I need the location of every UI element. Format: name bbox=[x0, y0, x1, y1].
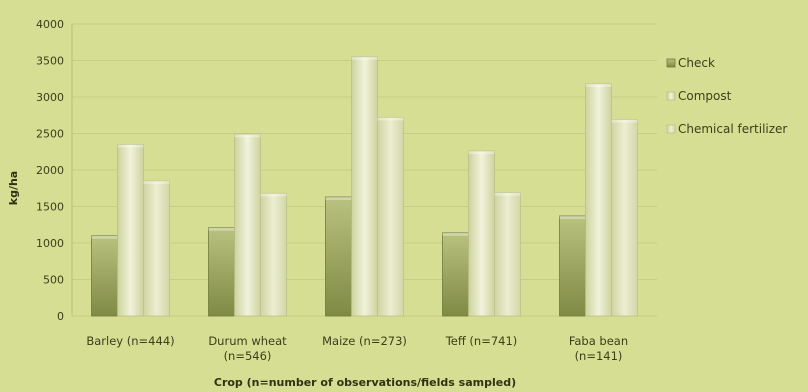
bar-compost bbox=[117, 144, 144, 317]
legend: Check Compost Chemical fertilizer bbox=[666, 56, 787, 136]
bar-compost bbox=[468, 150, 495, 317]
y-tick-label: 1000 bbox=[36, 237, 64, 250]
bar-highlight bbox=[468, 151, 495, 155]
x-category-label: Maize (n=273) bbox=[322, 334, 407, 348]
y-tick-label: 4000 bbox=[36, 18, 64, 31]
x-axis-title: Crop (n=number of observations/fields sa… bbox=[214, 376, 516, 389]
bar-chemical-fertilizer bbox=[494, 192, 521, 317]
legend-label: Compost bbox=[678, 89, 732, 103]
bars bbox=[91, 56, 638, 317]
bar-highlight bbox=[494, 192, 521, 196]
bar-highlight bbox=[351, 56, 378, 60]
x-category-label: Durum wheat (n=546) bbox=[208, 334, 287, 363]
bar-highlight bbox=[442, 232, 469, 236]
bar-highlight bbox=[260, 193, 287, 197]
y-axis-title: kg/ha bbox=[7, 171, 20, 205]
x-category-label: Barley (n=444) bbox=[86, 334, 174, 348]
bar-compost bbox=[351, 56, 378, 317]
bar-highlight bbox=[208, 227, 235, 231]
bar-check bbox=[91, 235, 118, 317]
bar-highlight bbox=[117, 144, 144, 148]
x-category-label: Faba bean (n=141) bbox=[569, 334, 628, 363]
legend-swatch-check bbox=[666, 58, 676, 68]
y-tick-label: 3000 bbox=[36, 91, 64, 104]
legend-label: Check bbox=[678, 56, 715, 70]
x-axis-categories: Barley (n=444) Durum wheat (n=546) Maize (n… bbox=[86, 334, 628, 363]
bar-highlight bbox=[585, 83, 612, 87]
legend-swatch-chemical-fertilizer bbox=[666, 124, 676, 134]
bar-highlight bbox=[611, 119, 638, 123]
bar-chemical-fertilizer bbox=[377, 117, 404, 317]
y-tick-label: 0 bbox=[57, 310, 64, 323]
y-axis-ticks: 0 500 1000 1500 2000 2500 3000 3500 4000 bbox=[36, 18, 64, 323]
bar-check bbox=[442, 232, 469, 317]
bar-compost bbox=[234, 133, 261, 317]
bar-chemical-fertilizer bbox=[611, 119, 638, 317]
bar-highlight bbox=[377, 117, 404, 121]
bar-chemical-fertilizer bbox=[260, 192, 287, 317]
bar-check bbox=[325, 196, 352, 317]
x-category-label: Teff (n=741) bbox=[445, 334, 518, 348]
y-tick-label: 3500 bbox=[36, 55, 64, 68]
y-tick-label: 500 bbox=[43, 274, 64, 287]
bar-check bbox=[208, 227, 235, 317]
bar-highlight bbox=[234, 134, 261, 138]
legend-swatch-compost bbox=[666, 91, 676, 101]
y-tick-label: 2000 bbox=[36, 164, 64, 177]
bar-chemical-fertilizer bbox=[143, 180, 170, 317]
y-tick-label: 2500 bbox=[36, 128, 64, 141]
bar-check bbox=[559, 215, 586, 317]
y-tick-label: 1500 bbox=[36, 201, 64, 214]
legend-label: Chemical fertilizer bbox=[678, 122, 787, 136]
bar-highlight bbox=[143, 180, 170, 184]
bar-compost bbox=[585, 83, 612, 317]
bar-highlight bbox=[559, 215, 586, 219]
bar-highlight bbox=[325, 197, 352, 201]
bar-highlight bbox=[91, 235, 118, 239]
